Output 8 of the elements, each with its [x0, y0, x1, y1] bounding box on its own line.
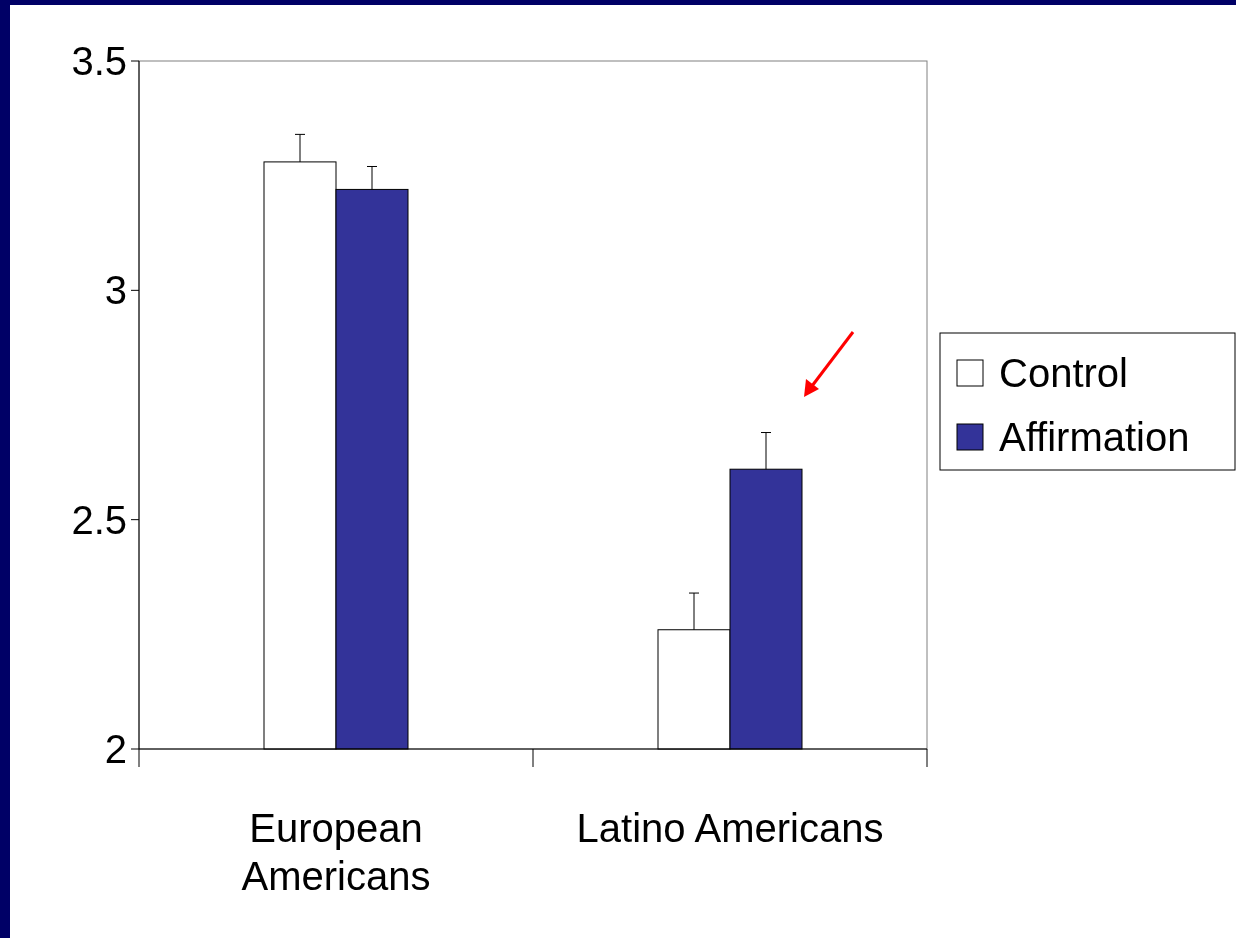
y-tick-label: 2 — [104, 727, 127, 771]
y-tick-label: 3.5 — [71, 39, 127, 83]
legend-label: Affirmation — [999, 415, 1190, 459]
x-tick-label: European Americans — [241, 806, 431, 898]
x-tick-label: Latino Americans — [576, 806, 884, 850]
y-tick-label: 2.5 — [71, 497, 127, 542]
legend-label: Control — [999, 351, 1128, 395]
y-tick-label: 3 — [104, 268, 127, 313]
